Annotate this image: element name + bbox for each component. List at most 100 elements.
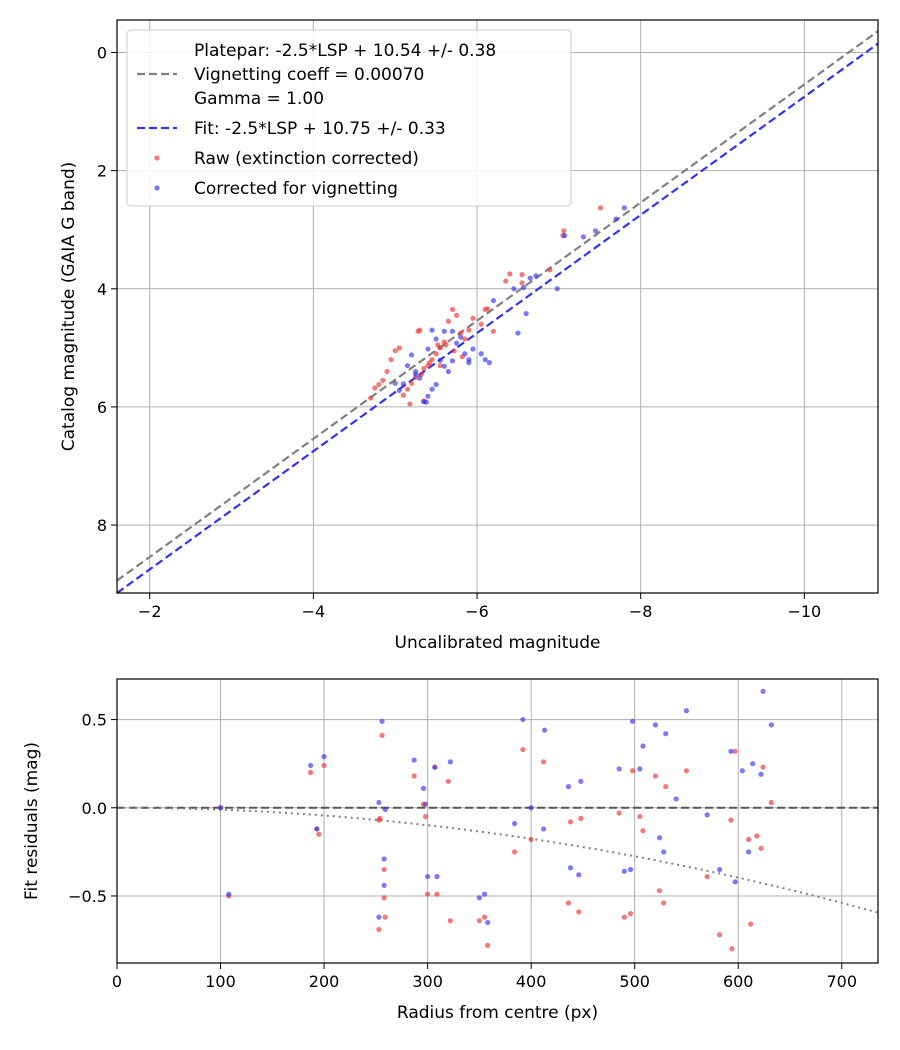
bottom-point bbox=[758, 845, 764, 851]
bottom-point bbox=[754, 833, 760, 839]
bottom-point bbox=[663, 784, 669, 790]
legend-label: Platepar: -2.5*LSP + 10.54 +/- 0.38 bbox=[194, 41, 496, 61]
top-point bbox=[458, 330, 464, 336]
legend-entry: Raw (extinction corrected) bbox=[154, 149, 419, 169]
top-point bbox=[490, 297, 497, 304]
top-point bbox=[470, 346, 476, 352]
top-point bbox=[426, 360, 433, 366]
top-point bbox=[478, 321, 484, 327]
top-point bbox=[372, 385, 378, 391]
bottom-point bbox=[621, 868, 627, 874]
bottom-point bbox=[683, 768, 690, 774]
bottom-point bbox=[308, 769, 314, 776]
top-axes-frame bbox=[116, 19, 879, 594]
bottom-y-axis-label: Fit residuals (mag) bbox=[22, 742, 42, 900]
legend-label: Vignetting coeff = 0.00070 bbox=[194, 65, 424, 85]
top-point bbox=[453, 340, 460, 346]
top-point bbox=[437, 362, 443, 369]
bottom-point bbox=[716, 866, 723, 873]
bottom-point bbox=[748, 921, 754, 927]
bottom-point bbox=[760, 764, 766, 770]
bottom-point bbox=[656, 888, 663, 894]
top-point bbox=[462, 351, 468, 357]
top-x-tick-label: −10 bbox=[787, 602, 821, 621]
top-y-tick-label: 2 bbox=[97, 162, 107, 181]
bottom-scatter-points bbox=[217, 688, 774, 952]
legend-label: Corrected for vignetting bbox=[194, 179, 398, 199]
bottom-x-axis-label: Radius from centre (px) bbox=[397, 1003, 598, 1023]
bottom-point bbox=[308, 762, 314, 769]
bottom-point bbox=[432, 764, 438, 770]
legend-label: Gamma = 1.00 bbox=[194, 89, 324, 109]
bottom-panel: 0 100 200 300 400 500 600 700 0.5 0.0 −0.5 Radius… bbox=[22, 678, 879, 1023]
bottom-point bbox=[381, 856, 387, 862]
bottom-point bbox=[376, 799, 382, 806]
bottom-axes-frame bbox=[116, 678, 879, 964]
bottom-point bbox=[379, 718, 385, 724]
top-point bbox=[433, 381, 439, 388]
bottom-point bbox=[758, 771, 764, 777]
bottom-point bbox=[768, 799, 774, 806]
bottom-point bbox=[732, 748, 738, 754]
top-x-tick-label: −6 bbox=[465, 602, 489, 621]
bottom-point bbox=[377, 815, 383, 821]
bottom-point bbox=[217, 805, 224, 811]
bottom-point bbox=[630, 768, 636, 774]
top-point bbox=[521, 284, 527, 291]
top-point bbox=[515, 330, 521, 336]
bottom-point bbox=[745, 836, 752, 843]
legend-point-swatch bbox=[154, 155, 160, 161]
bottom-point bbox=[729, 946, 735, 952]
top-point bbox=[470, 315, 476, 321]
top-point bbox=[478, 351, 484, 357]
top-point bbox=[482, 306, 488, 313]
top-point bbox=[384, 368, 390, 375]
top-fit-lines bbox=[117, 30, 878, 593]
bottom-point bbox=[382, 914, 388, 920]
bottom-point bbox=[376, 926, 382, 933]
bottom-point bbox=[630, 718, 636, 724]
bottom-point bbox=[732, 879, 738, 885]
top-point bbox=[396, 345, 402, 351]
top-x-axis-label: Uncalibrated magnitude bbox=[395, 633, 601, 653]
bot-x-tick-label: 700 bbox=[826, 972, 857, 991]
bottom-point bbox=[314, 826, 320, 832]
bot-x-tick-label: 600 bbox=[723, 972, 754, 991]
bottom-point bbox=[656, 835, 663, 841]
bottom-point bbox=[673, 796, 679, 802]
bottom-point bbox=[661, 849, 667, 855]
bottom-point bbox=[420, 785, 427, 791]
bottom-point bbox=[447, 759, 453, 765]
top-point bbox=[449, 328, 456, 334]
bottom-point bbox=[511, 821, 518, 827]
top-point bbox=[503, 278, 509, 284]
bot-y-tick-label: 0.0 bbox=[82, 799, 107, 818]
bottom-point bbox=[663, 731, 669, 737]
top-point bbox=[423, 399, 429, 405]
top-point bbox=[490, 328, 497, 334]
top-y-tick-label: 0 bbox=[97, 43, 107, 62]
bottom-point bbox=[425, 891, 431, 897]
bottom-point bbox=[520, 746, 526, 753]
bottom-point bbox=[226, 891, 232, 897]
bottom-point bbox=[739, 768, 745, 774]
top-series-corrected bbox=[392, 205, 627, 405]
top-point bbox=[462, 336, 468, 342]
top-point bbox=[400, 392, 406, 398]
top-x-ticks: −2 −4 −6 −8 −10 bbox=[138, 593, 821, 621]
top-point bbox=[451, 348, 457, 354]
top-point bbox=[519, 272, 525, 278]
bottom-point bbox=[621, 914, 627, 920]
top-point bbox=[523, 310, 529, 317]
bottom-point bbox=[381, 895, 387, 901]
vignetting-curve bbox=[117, 806, 878, 914]
top-x-tick-label: −4 bbox=[302, 602, 326, 621]
top-x-tick-label: −2 bbox=[138, 602, 162, 621]
top-point bbox=[441, 363, 447, 369]
bot-x-tick-label: 300 bbox=[412, 972, 443, 991]
top-point bbox=[404, 386, 411, 392]
top-point bbox=[404, 362, 411, 369]
bottom-point bbox=[528, 836, 534, 843]
bottom-point bbox=[704, 873, 710, 880]
